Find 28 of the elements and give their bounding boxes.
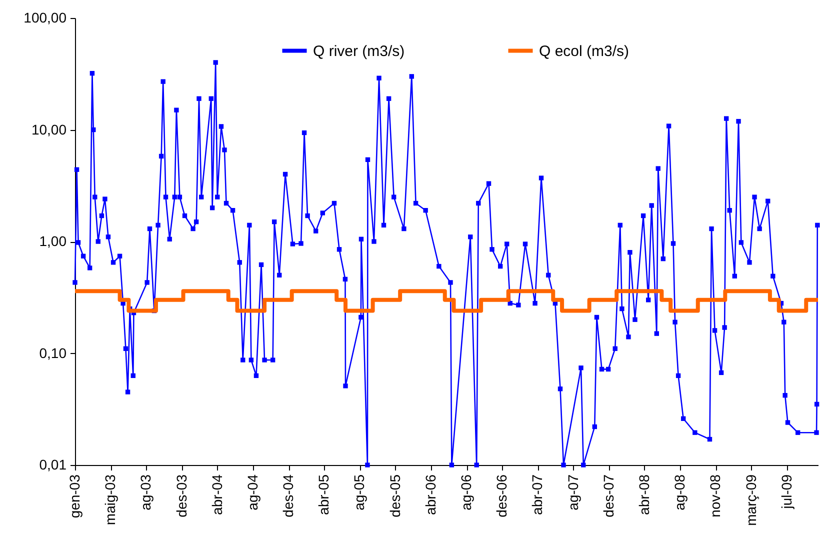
y-tick-label: 1,00 bbox=[39, 233, 67, 249]
y-tick-label: 0,10 bbox=[39, 344, 67, 361]
x-tick-label: des-05 bbox=[386, 474, 403, 518]
x-tick-label: des-06 bbox=[494, 474, 510, 518]
x-tick-label: des-03 bbox=[173, 474, 190, 518]
x-tick-label: ag-05 bbox=[351, 474, 368, 510]
x-tick-label: ag-08 bbox=[672, 474, 688, 510]
x-tick-label: maig-03 bbox=[102, 474, 118, 526]
x-tick-label: jul-09 bbox=[778, 474, 794, 510]
y-tick-label: 10,00 bbox=[31, 121, 67, 138]
x-tick-label: abr-07 bbox=[529, 474, 546, 515]
x-tick-label: ag-04 bbox=[244, 474, 260, 510]
x-tick-label: ag-03 bbox=[138, 474, 154, 510]
legend-label: Q river (m3/s) bbox=[313, 42, 405, 60]
x-tick-label: ag-06 bbox=[458, 474, 474, 510]
x-tick-label: des-04 bbox=[280, 474, 296, 518]
x-tick-label: ag-07 bbox=[564, 474, 581, 510]
x-tick-label: abr-08 bbox=[636, 474, 652, 515]
y-tick-label: 0,01 bbox=[39, 456, 67, 472]
y-tick-label: 100,00 bbox=[24, 10, 67, 26]
x-tick-label: gen-03 bbox=[66, 474, 82, 518]
legend-label: Q ecol (m3/s) bbox=[539, 42, 630, 60]
x-tick-label: abr-06 bbox=[422, 474, 438, 515]
x-tick-label: abr-04 bbox=[208, 474, 225, 515]
x-tick-label: nov-08 bbox=[707, 474, 724, 518]
x-tick-label: des-07 bbox=[600, 474, 616, 518]
x-tick-label: març-09 bbox=[742, 474, 759, 526]
x-tick-label: abr-05 bbox=[316, 474, 332, 515]
